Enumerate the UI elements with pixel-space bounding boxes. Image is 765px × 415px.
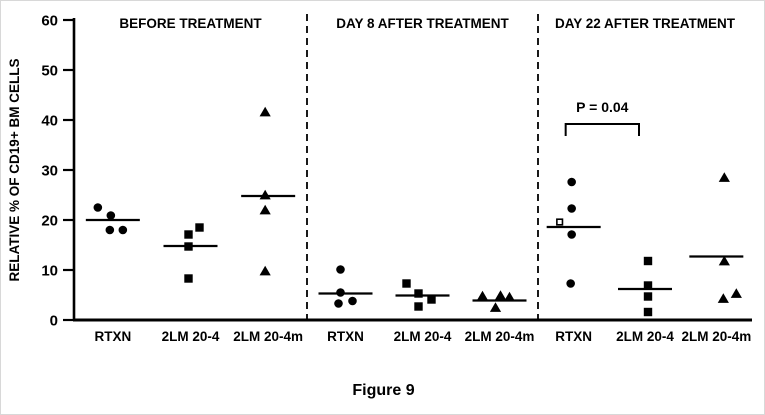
significance-bracket xyxy=(564,123,640,136)
data-point-triangle xyxy=(259,106,271,117)
data-point-square xyxy=(184,230,193,239)
data-point-triangle xyxy=(489,302,502,312)
data-point-circle xyxy=(334,299,343,308)
y-tick-label: 40 xyxy=(41,113,58,130)
data-point-triangle xyxy=(259,189,271,200)
x-group-label: 2LM 20-4 xyxy=(162,329,220,344)
data-point-triangle xyxy=(503,291,516,302)
x-group-label: RTXN xyxy=(94,329,131,344)
data-point-open-square xyxy=(556,218,564,226)
data-point-square xyxy=(414,302,423,311)
data-point-circle xyxy=(567,177,576,187)
data-point-circle xyxy=(336,265,345,274)
x-group-label: RTXN xyxy=(327,329,364,344)
data-point-square xyxy=(643,292,653,301)
y-tick-label: 0 xyxy=(50,313,58,330)
x-group-label: 2LM 20-4 xyxy=(616,329,674,344)
y-tick-label: 60 xyxy=(41,13,58,30)
data-point-square xyxy=(184,274,193,283)
data-point-circle xyxy=(567,204,576,213)
data-point-circle xyxy=(118,225,128,235)
data-point-square xyxy=(402,279,411,288)
panel-title: DAY 22 AFTER TREATMENT xyxy=(555,16,736,31)
scatter-chart: 0 10 20 30 40 50 60 RELATIVE % OF CD19+ BM CELL… xyxy=(7,13,752,344)
x-group-label: 2LM 20-4m xyxy=(465,329,535,344)
data-point-circle xyxy=(336,288,345,297)
data-point-circle xyxy=(566,279,575,288)
data-point-triangle xyxy=(494,290,507,300)
data-point-triangle xyxy=(718,172,730,182)
x-group-label: 2LM 20-4m xyxy=(681,329,751,344)
y-tick-label: 50 xyxy=(41,63,58,80)
x-group-label: 2LM 20-4 xyxy=(394,329,452,344)
data-point-square xyxy=(427,295,436,304)
data-point-circle xyxy=(93,203,103,212)
p-value-label: P = 0.04 xyxy=(576,99,629,115)
y-tick-label: 30 xyxy=(41,163,58,180)
data-point-triangle xyxy=(718,255,730,266)
data-point-circle xyxy=(348,296,357,306)
y-tick-label: 20 xyxy=(41,213,58,230)
panel-title: DAY 8 AFTER TREATMENT xyxy=(336,16,509,31)
data-point-triangle xyxy=(259,204,271,215)
x-group-label: 2LM 20-4m xyxy=(233,329,303,344)
data-point-triangle xyxy=(476,290,489,301)
data-point-circle xyxy=(106,211,116,220)
data-point-circle xyxy=(105,225,115,235)
y-tick-label: 10 xyxy=(41,263,58,280)
figure-caption: Figure 9 xyxy=(352,382,415,399)
data-point-square xyxy=(414,289,423,298)
data-point-circle xyxy=(567,230,576,239)
x-group-label: RTXN xyxy=(555,329,592,344)
data-point-square xyxy=(643,281,653,290)
data-point-square xyxy=(643,256,653,266)
data-point-square xyxy=(643,307,653,317)
data-point-triangle xyxy=(259,265,271,276)
data-point-square xyxy=(184,242,193,251)
y-axis-label: RELATIVE % OF CD19+ BM CELLS xyxy=(7,59,22,282)
data-point-square xyxy=(195,223,204,232)
data-point-triangle xyxy=(717,293,729,303)
data-point-triangle xyxy=(730,288,742,298)
panel-title: BEFORE TREATMENT xyxy=(119,16,262,31)
